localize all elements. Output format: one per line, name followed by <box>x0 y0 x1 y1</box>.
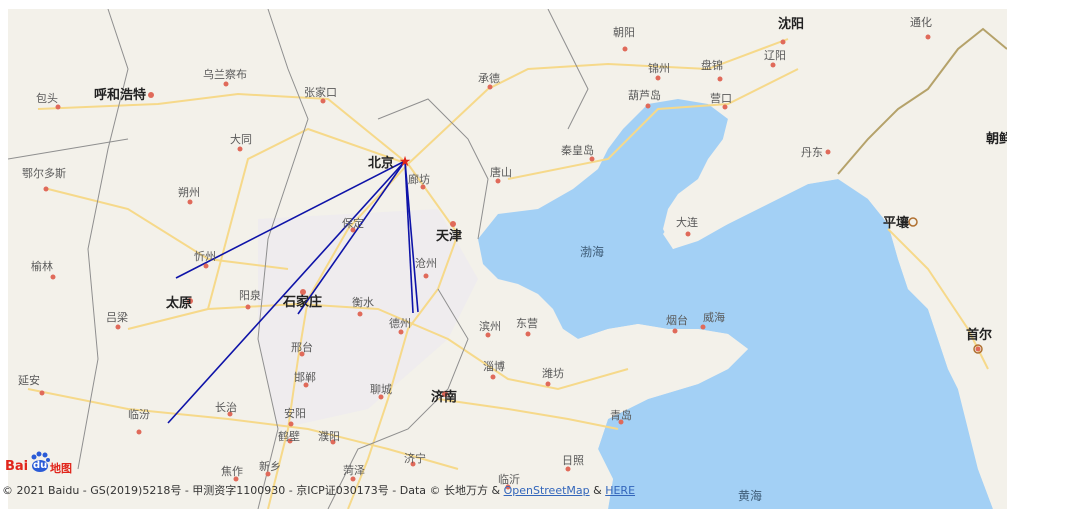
city-jining: 济宁 <box>404 451 426 465</box>
city-dalian: 大连 <box>676 215 698 229</box>
beijing-star-icon: ★ <box>399 154 412 170</box>
city-weihai: 威海 <box>703 310 725 324</box>
city-yingkou: 营口 <box>710 91 732 105</box>
city-zhangjiakou: 张家口 <box>304 85 337 99</box>
city-jinzhou: 锦州 <box>648 61 670 75</box>
city-panjin: 盘锦 <box>701 58 723 72</box>
here-link[interactable]: HERE <box>605 484 636 497</box>
route-lines <box>167 160 419 424</box>
city-dezhou: 德州 <box>389 316 411 330</box>
city-yantai: 烟台 <box>666 313 688 327</box>
city-datong: 大同 <box>230 132 252 146</box>
city-chengde: 承德 <box>478 71 500 85</box>
city-hengshui: 衡水 <box>352 296 374 309</box>
city-dandong: 丹东 <box>801 146 823 159</box>
city-huludao: 葫芦岛 <box>628 88 661 102</box>
city-xinxiang: 新乡 <box>259 459 281 473</box>
city-liaocheng: 聊城 <box>370 382 392 396</box>
city-tangshan: 唐山 <box>490 165 512 179</box>
city-shenyang: 沈阳 <box>778 16 804 32</box>
liaodong-peninsula <box>663 119 838 249</box>
city-liaoyang: 辽阳 <box>764 49 786 62</box>
map-svg: ★ 北京 天津 石家庄 <box>8 9 1007 509</box>
city-yulin: 榆林 <box>31 259 53 273</box>
route-to-dezhou-b <box>404 160 419 313</box>
city-xingtai: 邢台 <box>291 340 313 354</box>
korea-peninsula <box>868 149 1007 509</box>
city-dongying: 东营 <box>516 316 538 330</box>
city-tonghua: 通化 <box>910 15 932 29</box>
city-changzhi: 长治 <box>215 400 237 414</box>
city-baotou: 包头 <box>36 92 58 105</box>
city-cangzhou: 沧州 <box>415 256 437 270</box>
city-chaoyang: 朝阳 <box>613 26 635 39</box>
city-beijing: 北京 <box>368 155 394 171</box>
route-to-taiyuan <box>175 160 406 279</box>
openstreetmap-link[interactable]: OpenStreetMap <box>503 484 590 497</box>
copyright-text: © 2021 Baidu - GS(2019)5218号 - 甲测资字11009… <box>2 484 504 497</box>
city-tianjin: 天津 <box>436 228 462 244</box>
city-shuozhou: 朔州 <box>178 186 200 199</box>
logo-bai-text: Bai <box>5 459 29 474</box>
route-to-dezhou-a <box>404 160 414 314</box>
city-zibo: 淄博 <box>483 360 505 373</box>
city-anyang: 安阳 <box>284 406 306 420</box>
route-to-linfen <box>167 160 406 424</box>
shandong-peninsula <box>548 324 748 509</box>
city-rizhao: 日照 <box>562 454 584 467</box>
city-linfen: 临汾 <box>128 407 150 421</box>
city-pyongyang: 平壤 <box>883 215 910 231</box>
copyright-amp: & <box>589 484 606 497</box>
international-border <box>837 27 1007 175</box>
city-jinan: 济南 <box>431 389 457 405</box>
pyongyang-capital-marker <box>908 217 918 227</box>
city-taiyuan: 太原 <box>165 295 192 311</box>
country-chaoxian: 朝鲜 <box>986 131 1007 147</box>
city-hohhot: 呼和浩特 <box>94 87 146 103</box>
region-shading <box>258 209 478 429</box>
city-langfang: 廊坊 <box>408 172 430 186</box>
city-jiaozuo: 焦作 <box>221 465 243 478</box>
sea-huanghai: 黄海 <box>738 488 762 503</box>
seoul-capital-marker <box>973 344 983 354</box>
city-yanan: 延安 <box>18 373 40 387</box>
city-qinhuangdao: 秦皇岛 <box>561 143 594 157</box>
city-qingdao: 青岛 <box>610 408 632 422</box>
city-ordos: 鄂尔多斯 <box>22 166 66 180</box>
city-xinzhou: 忻州 <box>194 250 216 263</box>
copyright-notice: © 2021 Baidu - GS(2019)5218号 - 甲测资字11009… <box>2 482 635 498</box>
paw-icon <box>31 451 50 472</box>
sea-bohai: 渤海 <box>580 244 604 259</box>
city-handan: 邯郸 <box>294 370 316 384</box>
city-ulanqab: 乌兰察布 <box>203 67 247 81</box>
city-yangquan: 阳泉 <box>239 288 261 302</box>
city-seoul: 首尔 <box>966 327 992 343</box>
logo-du-text: du <box>33 460 48 471</box>
map-canvas[interactable]: ★ 北京 天津 石家庄 <box>8 9 1007 509</box>
bohai-sea <box>478 99 993 509</box>
city-binzhou: 滨州 <box>479 319 501 333</box>
city-luliang: 吕梁 <box>106 310 128 324</box>
city-puyang: 濮阳 <box>318 429 340 443</box>
city-dots <box>39 34 981 490</box>
city-weifang: 潍坊 <box>542 366 564 380</box>
city-hebi: 鹤壁 <box>278 429 300 443</box>
province-borders <box>8 9 589 509</box>
city-heze: 菏泽 <box>343 464 365 477</box>
city-shijiazhuang: 石家庄 <box>282 294 322 310</box>
logo-map-text: 地图 <box>50 462 72 475</box>
route-to-shijiazhuang <box>297 160 406 315</box>
city-baoding: 保定 <box>342 216 364 230</box>
road-network <box>27 38 989 509</box>
city-linyi: 临沂 <box>498 472 520 486</box>
baidu-map-logo[interactable]: Bai du 地图 <box>3 451 83 477</box>
city-labels: 北京 天津 石家庄 太原 济南 沈阳 平壤 首尔 呼和浩特 朝鲜 包头 乌兰察布… <box>18 15 1007 486</box>
